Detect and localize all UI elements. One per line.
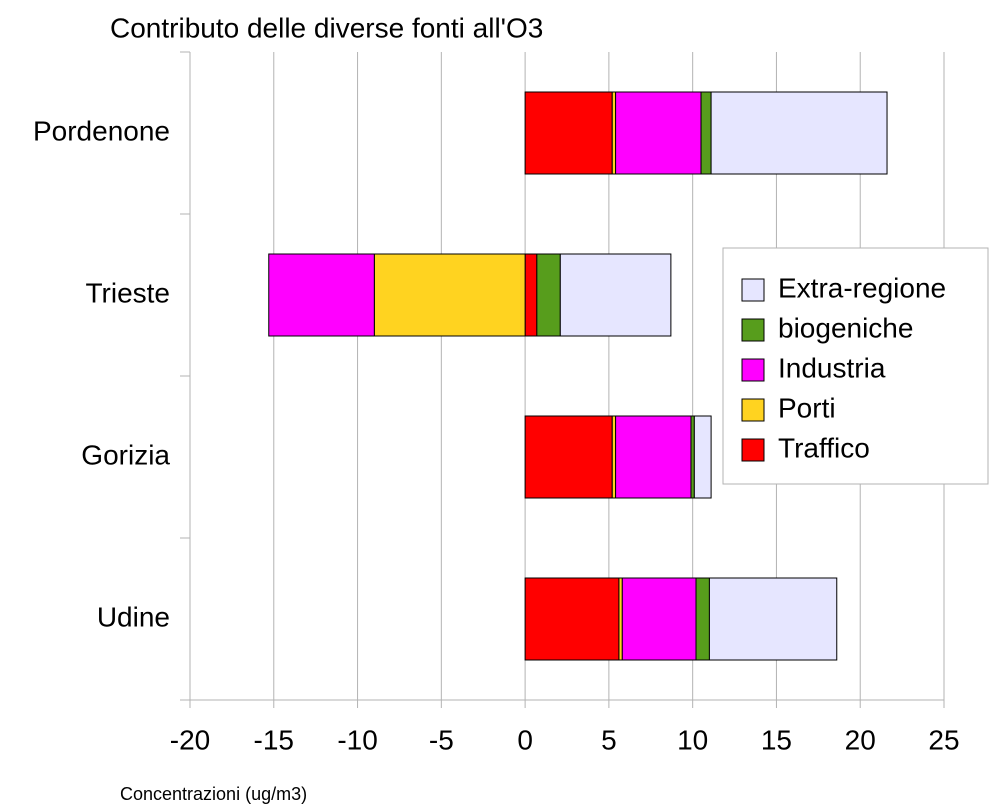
- bar-segment: [690, 415, 695, 499]
- bar-segment: [524, 91, 613, 175]
- legend-label: Porti: [778, 392, 836, 423]
- bar-segment: [621, 577, 697, 661]
- bar-segment: [618, 577, 623, 661]
- bar-segment: [268, 253, 375, 337]
- bar-segment: [700, 91, 712, 175]
- legend-swatch: [741, 358, 765, 382]
- x-tick-label: 15: [761, 724, 792, 755]
- legend-swatch: [741, 318, 765, 342]
- bar-segment: [695, 577, 710, 661]
- y-tick-label: Pordenone: [33, 115, 170, 146]
- bar-segment: [611, 415, 617, 499]
- x-tick-label: 25: [928, 724, 959, 755]
- legend-label: Industria: [778, 352, 886, 383]
- legend-box: [722, 247, 989, 485]
- bar-segment: [615, 91, 702, 175]
- bar-segment: [611, 91, 617, 175]
- bar-segment: [524, 415, 613, 499]
- y-tick-label: Gorizia: [81, 439, 170, 470]
- bar-segment: [524, 577, 620, 661]
- x-tick-label: -20: [170, 724, 210, 755]
- x-tick-label: 5: [601, 724, 617, 755]
- legend-swatch: [741, 278, 765, 302]
- legend-label: biogeniche: [778, 312, 913, 343]
- legend-swatch: [741, 398, 765, 422]
- bar-segment: [693, 415, 712, 499]
- x-axis-label: Concentrazioni (ug/m3): [120, 784, 307, 804]
- bar-segment: [373, 253, 526, 337]
- bar-segment: [524, 253, 538, 337]
- bar-segment: [615, 415, 692, 499]
- legend-label: Traffico: [778, 432, 870, 463]
- y-tick-label: Udine: [97, 601, 170, 632]
- bar-segment: [710, 91, 888, 175]
- legend-label: Extra-regione: [778, 272, 946, 303]
- x-tick-label: 10: [677, 724, 708, 755]
- x-tick-label: -10: [337, 724, 377, 755]
- chart-title: Contributo delle diverse fonti all'O3: [110, 12, 543, 43]
- x-tick-label: 20: [845, 724, 876, 755]
- x-tick-label: 0: [517, 724, 533, 755]
- x-tick-label: -15: [254, 724, 294, 755]
- bar-segment: [708, 577, 838, 661]
- x-tick-label: -5: [429, 724, 454, 755]
- y-tick-label: Trieste: [85, 277, 170, 308]
- bar-segment: [536, 253, 561, 337]
- legend-swatch: [741, 438, 765, 462]
- bar-segment: [559, 253, 672, 337]
